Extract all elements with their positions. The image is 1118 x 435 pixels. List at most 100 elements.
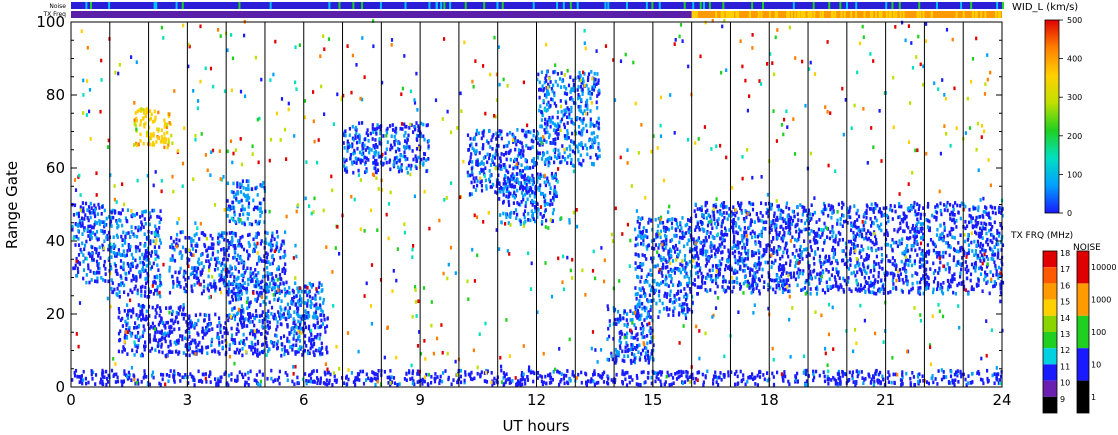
echo-cell bbox=[394, 138, 397, 143]
echo-cell bbox=[869, 239, 872, 243]
echo-cell bbox=[92, 271, 95, 275]
echo-cell bbox=[495, 131, 498, 136]
echo-cell bbox=[497, 144, 500, 148]
noise-speckle bbox=[428, 2, 431, 9]
echo-cell bbox=[148, 251, 151, 256]
echo-cell bbox=[233, 279, 236, 284]
echo-cell bbox=[585, 146, 588, 151]
echo-cell bbox=[197, 343, 200, 347]
echo-cell bbox=[248, 320, 252, 324]
echo-cell bbox=[926, 250, 929, 254]
echo-cell bbox=[368, 147, 371, 151]
echo-cell bbox=[320, 341, 323, 346]
echo-cell bbox=[410, 123, 413, 127]
echo-cell bbox=[657, 293, 661, 298]
echo-cell bbox=[320, 283, 323, 287]
echo-cell bbox=[826, 259, 830, 263]
echo-cell bbox=[917, 286, 920, 290]
echo-cell bbox=[300, 289, 303, 294]
txfreq-speckle bbox=[757, 11, 760, 18]
echo-cell bbox=[235, 312, 238, 316]
echo-cell bbox=[726, 217, 729, 221]
echo-cell bbox=[150, 250, 154, 254]
echo-cell bbox=[998, 273, 1002, 278]
echo-cell bbox=[319, 351, 322, 355]
echo-cell bbox=[227, 246, 230, 250]
echo-cell bbox=[172, 279, 175, 284]
echo-cell bbox=[103, 263, 106, 268]
echo-cell bbox=[549, 191, 552, 195]
echo-cell bbox=[391, 123, 394, 127]
echo-cell bbox=[488, 177, 491, 182]
echo-cell bbox=[219, 327, 222, 332]
echo-cell bbox=[646, 235, 649, 240]
echo-cell bbox=[631, 347, 634, 352]
echo-cell bbox=[853, 204, 856, 208]
echo-cell bbox=[620, 329, 623, 334]
echo-cell bbox=[646, 312, 649, 316]
noise-speckle bbox=[153, 2, 156, 9]
echo-cell bbox=[255, 273, 258, 278]
echo-cell bbox=[475, 149, 478, 153]
echo-cell bbox=[990, 227, 993, 232]
echo-cell bbox=[406, 144, 409, 149]
echo-cell bbox=[817, 227, 820, 232]
echo-cell bbox=[313, 353, 316, 358]
echo-cell bbox=[249, 271, 252, 275]
echo-cell bbox=[538, 143, 541, 147]
echo-cell bbox=[129, 264, 132, 268]
echo-cell bbox=[121, 243, 124, 248]
echo-cell bbox=[644, 234, 647, 239]
echo-cell bbox=[354, 136, 357, 140]
echo-cell bbox=[523, 215, 526, 220]
echo-cell bbox=[86, 227, 89, 232]
echo-cell bbox=[118, 218, 121, 222]
echo-cell bbox=[707, 213, 710, 218]
echo-cell bbox=[519, 181, 522, 185]
echo-cell bbox=[482, 156, 485, 160]
echo-cell bbox=[125, 277, 128, 281]
echo-cell bbox=[809, 271, 812, 276]
echo-cell bbox=[810, 203, 813, 208]
echo-cell bbox=[580, 84, 583, 89]
txfreq-speckle bbox=[998, 11, 1001, 18]
echo-cell bbox=[541, 84, 544, 88]
echo-cell bbox=[737, 259, 740, 263]
echo-cell bbox=[577, 149, 580, 154]
echo-cell bbox=[987, 257, 990, 261]
echo-cell bbox=[141, 284, 144, 289]
echo-cell bbox=[663, 228, 666, 233]
echo-cell bbox=[578, 130, 581, 135]
echo-cell bbox=[124, 234, 127, 239]
echo-cell bbox=[707, 259, 710, 263]
echo-cell bbox=[165, 125, 169, 129]
echo-cell bbox=[970, 287, 973, 292]
echo-cell bbox=[883, 271, 886, 276]
echo-cell bbox=[94, 271, 97, 276]
echo-cell bbox=[117, 224, 120, 228]
echo-cell bbox=[503, 177, 506, 182]
echo-cell bbox=[156, 292, 159, 296]
echo-cell bbox=[119, 211, 122, 216]
echo-cell bbox=[246, 198, 249, 202]
echo-cell bbox=[856, 261, 859, 265]
echo-cell bbox=[399, 153, 402, 158]
echo-cell bbox=[154, 229, 158, 234]
echo-cell bbox=[206, 324, 209, 329]
echo-cell bbox=[777, 281, 780, 285]
echo-cell bbox=[546, 157, 549, 161]
echo-cell bbox=[112, 251, 115, 255]
echo-cell bbox=[149, 241, 152, 246]
echo-cell bbox=[260, 210, 263, 215]
echo-cell bbox=[683, 275, 686, 279]
echo-cell bbox=[580, 143, 583, 148]
echo-cell bbox=[488, 169, 491, 173]
echo-cell bbox=[595, 82, 598, 87]
echo-cell bbox=[532, 180, 536, 185]
echo-cell bbox=[670, 276, 673, 281]
echo-cell bbox=[837, 230, 840, 235]
echo-cell bbox=[749, 223, 752, 228]
echo-cell bbox=[531, 178, 534, 183]
echo-cell bbox=[96, 263, 99, 267]
echo-cell bbox=[158, 220, 161, 225]
